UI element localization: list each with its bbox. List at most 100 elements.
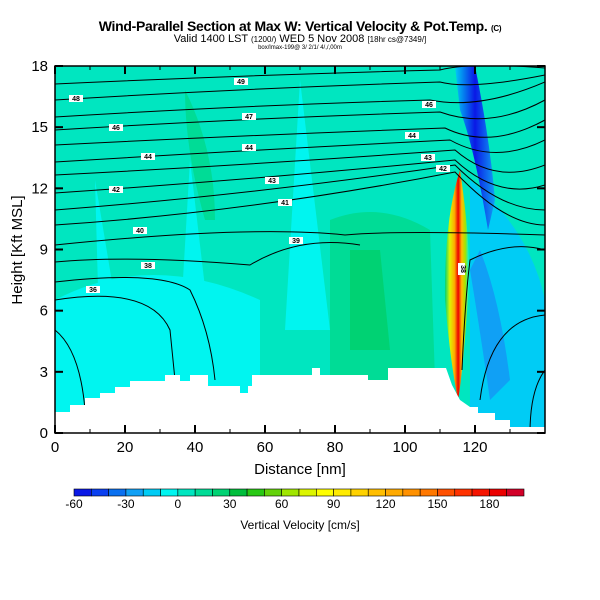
- colorbar-bin: [125, 488, 144, 497]
- colorbar-bin: [437, 488, 456, 497]
- contour-label-text: 38: [459, 265, 466, 273]
- contour-label: 48: [69, 95, 83, 103]
- contour-label: 42: [436, 165, 450, 173]
- x-axis-label: Distance [nm]: [254, 461, 346, 478]
- colorbar-bin: [298, 488, 317, 497]
- x-tick-label: 40: [187, 439, 204, 456]
- colorbar-tick-label: 120: [376, 497, 396, 511]
- subtitle-small: box/lmax-199@ 3/ 2/1/ 4/,/,00m: [258, 45, 342, 51]
- colorbar-bin: [333, 488, 352, 497]
- subtitle-valid: Valid 1400 LST: [173, 33, 248, 45]
- x-tick-label: 120: [462, 439, 487, 456]
- contour-label: 49: [234, 78, 248, 86]
- chart-title: Wind-Parallel Section at Max W: Vertical…: [0, 18, 600, 34]
- contour-label: 44: [141, 153, 155, 161]
- colorbar-tick-label: -60: [65, 497, 83, 511]
- colorbar-bin: [160, 488, 179, 497]
- contour-label: 44: [405, 132, 419, 140]
- y-tick-label: 6: [40, 303, 48, 320]
- theta-contours: [55, 66, 545, 433]
- contour-label-text: 42: [112, 187, 120, 194]
- colorbar-bin: [212, 488, 231, 497]
- contour-label-text: 43: [268, 178, 276, 185]
- colorbar-bin: [194, 488, 213, 497]
- field-green-dark: [350, 250, 390, 350]
- title-suffix: (C): [491, 24, 502, 33]
- y-tick-label: 9: [40, 242, 48, 259]
- contour-label-text: 49: [237, 79, 245, 86]
- colorbar-bin: [108, 488, 127, 497]
- terrain: [55, 368, 545, 433]
- contour-label: 38: [458, 263, 466, 275]
- chart-subtitle: Valid 1400 LST (1200/) WED 5 Nov 2008 [1…: [0, 33, 600, 45]
- y-tick-label: 18: [31, 58, 48, 75]
- field: 48 46 44 42 40 38 36 49 47 44 43 41 39 4…: [55, 66, 545, 433]
- contour-label: 42: [109, 186, 123, 194]
- y-axis-label: Height [Kft MSL]: [9, 195, 26, 304]
- contour-label: 44: [242, 144, 256, 152]
- contour-label-text: 36: [89, 287, 97, 294]
- field-blue-right: [470, 250, 510, 400]
- subtitle-date: WED 5 Nov 2008: [279, 33, 365, 45]
- contour-label-text: 42: [439, 166, 447, 173]
- y-tick-label: 15: [31, 119, 48, 136]
- colorbar-bin: [489, 488, 507, 497]
- contour-label: 38: [141, 262, 155, 270]
- contour-label-text: 41: [281, 200, 289, 207]
- colorbar-bin: [402, 488, 421, 497]
- colorbar-label: Vertical Velocity [cm/s]: [240, 518, 359, 532]
- colorbar-bin: [91, 488, 109, 497]
- contour-label-text: 39: [292, 238, 300, 245]
- contour-label-text: 44: [245, 145, 253, 152]
- contour-label-text: 44: [408, 133, 416, 140]
- colorbar-bin: [246, 488, 265, 497]
- colorbar-tick-label: 180: [479, 497, 499, 511]
- colorbar-tick-label: 30: [223, 497, 237, 511]
- x-axis: 0 20 40 60 80 100 120: [51, 66, 511, 456]
- colorbar: -60 -30 0 30 60 90 120 150 180: [65, 488, 525, 511]
- downdraft-band: [455, 66, 495, 230]
- contour-label: 43: [421, 154, 435, 162]
- colorbar-bin: [454, 488, 473, 497]
- contour-label: 41: [278, 199, 292, 207]
- contour-label: 46: [422, 101, 436, 109]
- contour-label-text: 48: [72, 96, 80, 103]
- colorbar-bin: [419, 488, 438, 497]
- colorbar-bin: [177, 488, 196, 497]
- contour-label-text: 40: [136, 228, 144, 235]
- x-tick-label: 100: [392, 439, 417, 456]
- colorbar-tick-label: 90: [327, 497, 341, 511]
- x-tick-label: 20: [117, 439, 134, 456]
- colorbar-bin: [229, 488, 248, 497]
- colorbar-bin: [350, 488, 369, 497]
- colorbar-bin: [506, 488, 525, 497]
- contour-label: 39: [289, 237, 303, 245]
- colorbar-bin: [471, 488, 490, 497]
- contour-label-text: 46: [425, 102, 433, 109]
- y-tick-label: 12: [31, 180, 48, 197]
- colorbar-tick-label: 0: [175, 497, 182, 511]
- x-tick-label: 60: [257, 439, 274, 456]
- contour-label-text: 43: [424, 155, 432, 162]
- colorbar-tick-label: 60: [275, 497, 289, 511]
- contour-label-text: 46: [112, 125, 120, 132]
- subtitle-run: [18hr cs@7349/]: [367, 35, 427, 44]
- x-tick-label: 0: [51, 439, 59, 456]
- colorbar-bin: [264, 488, 282, 497]
- colorbar-bin: [316, 488, 334, 497]
- contour-label: 47: [242, 113, 256, 121]
- colorbar-tick-label: 150: [427, 497, 447, 511]
- y-tick-label: 3: [40, 364, 48, 381]
- colorbar-bin: [281, 488, 300, 497]
- contour-label: 40: [133, 227, 147, 235]
- contour-label: 43: [265, 177, 279, 185]
- field-cyan-streaks: [95, 80, 330, 360]
- contour-label-text: 44: [144, 154, 152, 161]
- x-tick-label: 80: [327, 439, 344, 456]
- title-text: Wind-Parallel Section at Max W: Vertical…: [98, 18, 488, 34]
- contour-label-text: 38: [144, 263, 152, 270]
- contour-label: 36: [86, 286, 100, 294]
